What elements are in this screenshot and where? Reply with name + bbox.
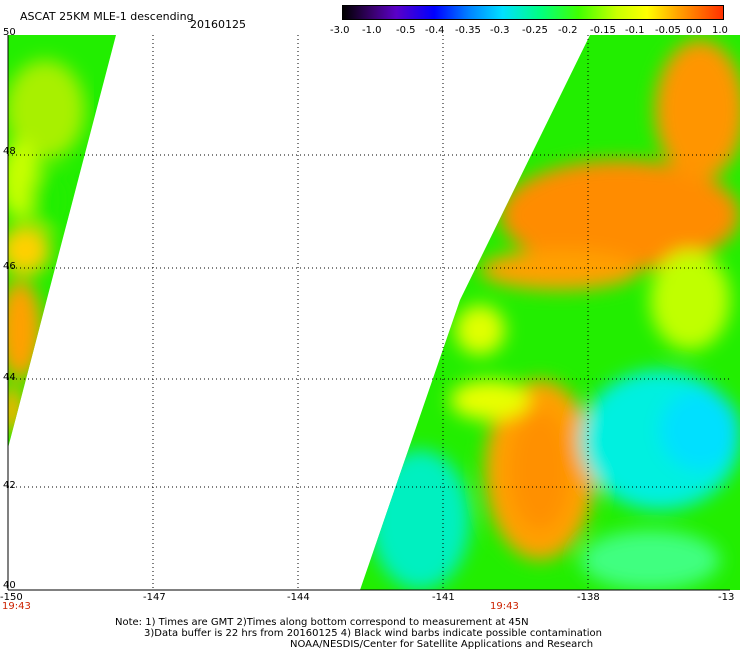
colorbar-label: -1.0 bbox=[362, 25, 382, 36]
colorbar-label: -0.05 bbox=[655, 25, 681, 36]
time-label-right: 19:43 bbox=[490, 601, 519, 612]
lat-label: 44 bbox=[3, 372, 16, 383]
colorbar-label: -0.35 bbox=[455, 25, 481, 36]
colorbar-label: -0.5 bbox=[396, 25, 416, 36]
note-line-2: 3)Data buffer is 22 hrs from 20160125 4)… bbox=[144, 628, 602, 639]
colorbar-label: 0.0 bbox=[686, 25, 702, 36]
date-label: 20160125 bbox=[190, 18, 246, 31]
colorbar-label: -0.25 bbox=[522, 25, 548, 36]
colorbar-label: -0.3 bbox=[490, 25, 510, 36]
lon-label: -147 bbox=[143, 592, 166, 603]
colorbar-label: -0.15 bbox=[590, 25, 616, 36]
lon-label: -13 bbox=[718, 592, 735, 603]
left-swath bbox=[8, 35, 116, 448]
colorbar-label: -3.0 bbox=[330, 25, 350, 36]
lat-label: 50 bbox=[3, 27, 16, 38]
gridlines bbox=[8, 35, 730, 590]
lon-label: -138 bbox=[577, 592, 600, 603]
lat-label: 48 bbox=[3, 146, 16, 157]
note-line-1: Note: 1) Times are GMT 2)Times along bot… bbox=[115, 617, 529, 628]
colorbar bbox=[342, 5, 724, 20]
lat-label: 40 bbox=[3, 580, 16, 591]
time-label-left: 19:43 bbox=[2, 601, 31, 612]
lon-label: -144 bbox=[287, 592, 310, 603]
right-swath bbox=[360, 35, 740, 590]
lat-label: 42 bbox=[3, 480, 16, 491]
colorbar-label: 1.0 bbox=[712, 25, 728, 36]
colorbar-label: -0.1 bbox=[625, 25, 645, 36]
chart-title: ASCAT 25KM MLE-1 descending bbox=[20, 10, 194, 23]
lon-label: -141 bbox=[432, 592, 455, 603]
colorbar-label: -0.2 bbox=[558, 25, 578, 36]
colorbar-label: -0.4 bbox=[425, 25, 445, 36]
note-line-3: NOAA/NESDIS/Center for Satellite Applica… bbox=[290, 639, 594, 650]
lat-label: 46 bbox=[3, 261, 16, 272]
lon-label: -150 bbox=[0, 592, 23, 603]
